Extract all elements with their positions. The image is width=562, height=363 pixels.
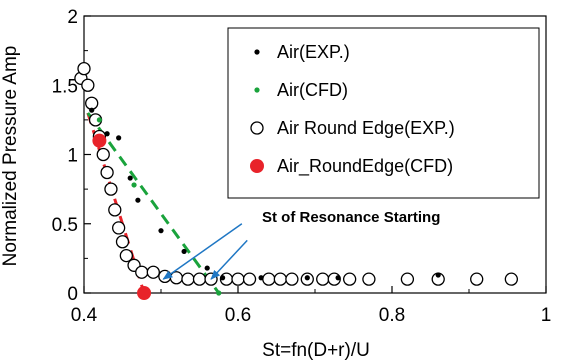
- x-tick-label: 0.8: [379, 305, 405, 326]
- annotation-arrow: [210, 239, 248, 280]
- y-axis-ticks: 0 0.5 1 1.5 2: [52, 7, 91, 305]
- data-point: [273, 272, 288, 286]
- data-point: [89, 107, 95, 113]
- data-point: [108, 203, 122, 217]
- data-point: [116, 135, 122, 141]
- data-point: [92, 133, 107, 148]
- legend-marker: [250, 121, 264, 135]
- annotation-text: St of Resonance Starting: [262, 209, 440, 226]
- data-point: [504, 272, 519, 286]
- x-axis-label: St=fn(D+r)/U: [262, 340, 370, 361]
- annotation-arrow: [162, 223, 243, 280]
- data-point: [77, 61, 91, 76]
- data-point: [181, 248, 187, 255]
- data-point: [135, 197, 141, 203]
- data-point: [112, 221, 126, 235]
- trend-line: [86, 112, 146, 294]
- legend-label: Air Round Edge(EXP.): [277, 118, 455, 138]
- data-point: [104, 131, 110, 137]
- data-point: [158, 269, 172, 284]
- data-point: [85, 96, 99, 110]
- data-point: [96, 147, 110, 162]
- data-point: [400, 272, 415, 286]
- data-point: [258, 275, 264, 281]
- legend-label: Air_RoundEdge(CFD): [277, 156, 453, 177]
- data-point: [216, 290, 222, 296]
- data-point: [100, 165, 114, 180]
- legend-marker: [254, 87, 260, 93]
- data-points: [74, 61, 519, 300]
- data-point: [362, 272, 376, 286]
- trend-lines: [86, 112, 220, 294]
- data-point: [158, 228, 164, 234]
- legend-label: Air(CFD): [277, 80, 348, 100]
- x-tick-label: 0.4: [71, 305, 98, 326]
- data-point: [316, 272, 330, 286]
- data-point: [81, 78, 95, 92]
- x-tick-label: 1: [541, 305, 552, 326]
- data-point: [119, 248, 133, 263]
- data-point: [96, 117, 102, 123]
- x-axis-ticks: 0.4 0.6 0.8 1: [71, 286, 552, 326]
- data-point: [262, 272, 276, 286]
- trend-line: [86, 112, 220, 294]
- data-point: [220, 275, 226, 281]
- data-point: [192, 272, 207, 286]
- data-point: [231, 272, 245, 286]
- data-point: [131, 182, 137, 188]
- data-point: [181, 272, 195, 286]
- legend-label: Air(EXP.): [277, 42, 350, 62]
- data-point: [470, 272, 484, 286]
- data-point: [204, 265, 210, 271]
- legend-marker: [250, 159, 264, 173]
- y-tick-label: 0.5: [52, 215, 78, 236]
- annotation: St of Resonance Starting: [162, 209, 440, 280]
- data-point: [146, 265, 160, 279]
- legend-box: [227, 27, 540, 199]
- data-point: [104, 182, 118, 196]
- y-tick-label: 2: [67, 7, 78, 28]
- y-tick-label: 1: [67, 146, 78, 167]
- data-point: [115, 235, 130, 249]
- y-tick-label: 0: [67, 284, 78, 305]
- data-point: [304, 275, 310, 281]
- data-point: [242, 272, 257, 286]
- x-tick-label: 0.6: [225, 305, 251, 326]
- y-axis-label: Normalized Pressure Amp: [0, 46, 21, 267]
- data-point: [342, 272, 357, 286]
- y-tick-label: 1.5: [52, 76, 78, 97]
- data-point: [127, 175, 133, 181]
- legend-marker: [254, 49, 260, 55]
- data-point: [435, 272, 441, 278]
- data-point: [137, 286, 152, 300]
- legend: Air(EXP.) Air(CFD) Air Round Edge(EXP.) Air…: [227, 27, 540, 199]
- data-point: [335, 275, 341, 281]
- data-point: [285, 272, 299, 286]
- data-point: [135, 265, 149, 279]
